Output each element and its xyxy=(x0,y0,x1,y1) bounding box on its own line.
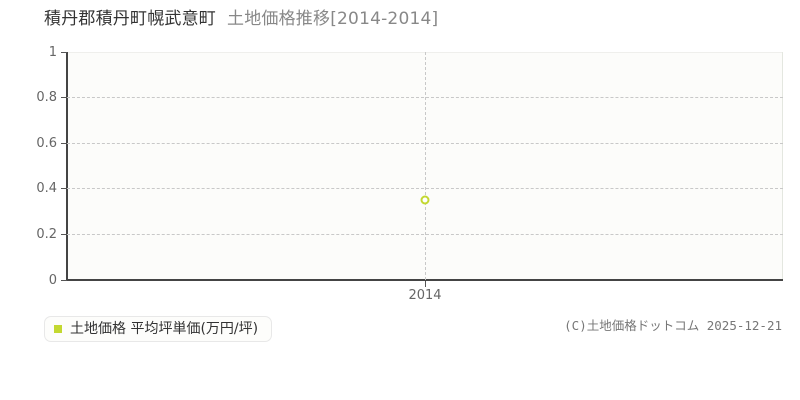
chart-title-subject: 土地価格推移[2014-2014] xyxy=(227,9,439,29)
data-point-2014[interactable] xyxy=(420,195,430,205)
plot-border-right xyxy=(782,52,783,280)
x-axis-line xyxy=(66,279,783,281)
y-tick-mark-0 xyxy=(61,280,67,281)
legend-label: 土地価格 平均坪単価(万円/坪) xyxy=(70,321,259,337)
y-tick-label-0.6: 0.6 xyxy=(36,136,57,151)
copyright-text: (C)土地価格ドットコム 2025-12-21 xyxy=(564,318,782,333)
y-tick-label-0: 0 xyxy=(48,273,57,288)
y-tick-mark-0.8 xyxy=(61,97,67,98)
y-tick-label-1: 1 xyxy=(48,45,57,60)
y-tick-mark-0.4 xyxy=(61,188,67,189)
y-tick-mark-0.6 xyxy=(61,143,67,144)
x-tick-mark-2014 xyxy=(425,281,426,287)
y-tick-mark-1 xyxy=(61,52,67,53)
legend[interactable]: 土地価格 平均坪単価(万円/坪) xyxy=(44,316,273,342)
y-tick-mark-0.2 xyxy=(61,234,67,235)
y-tick-label-0.4: 0.4 xyxy=(36,181,57,196)
chart-title: 積丹郡積丹町幌武意町 土地価格推移[2014-2014] xyxy=(44,8,438,30)
x-tick-label-2014: 2014 xyxy=(408,288,442,303)
y-axis-line xyxy=(66,52,68,281)
gridline-x-2014 xyxy=(425,52,426,280)
chart-title-location: 積丹郡積丹町幌武意町 xyxy=(44,9,216,29)
y-tick-label-0.2: 0.2 xyxy=(36,227,57,242)
y-tick-label-0.8: 0.8 xyxy=(36,90,57,105)
legend-swatch-icon xyxy=(54,325,62,333)
